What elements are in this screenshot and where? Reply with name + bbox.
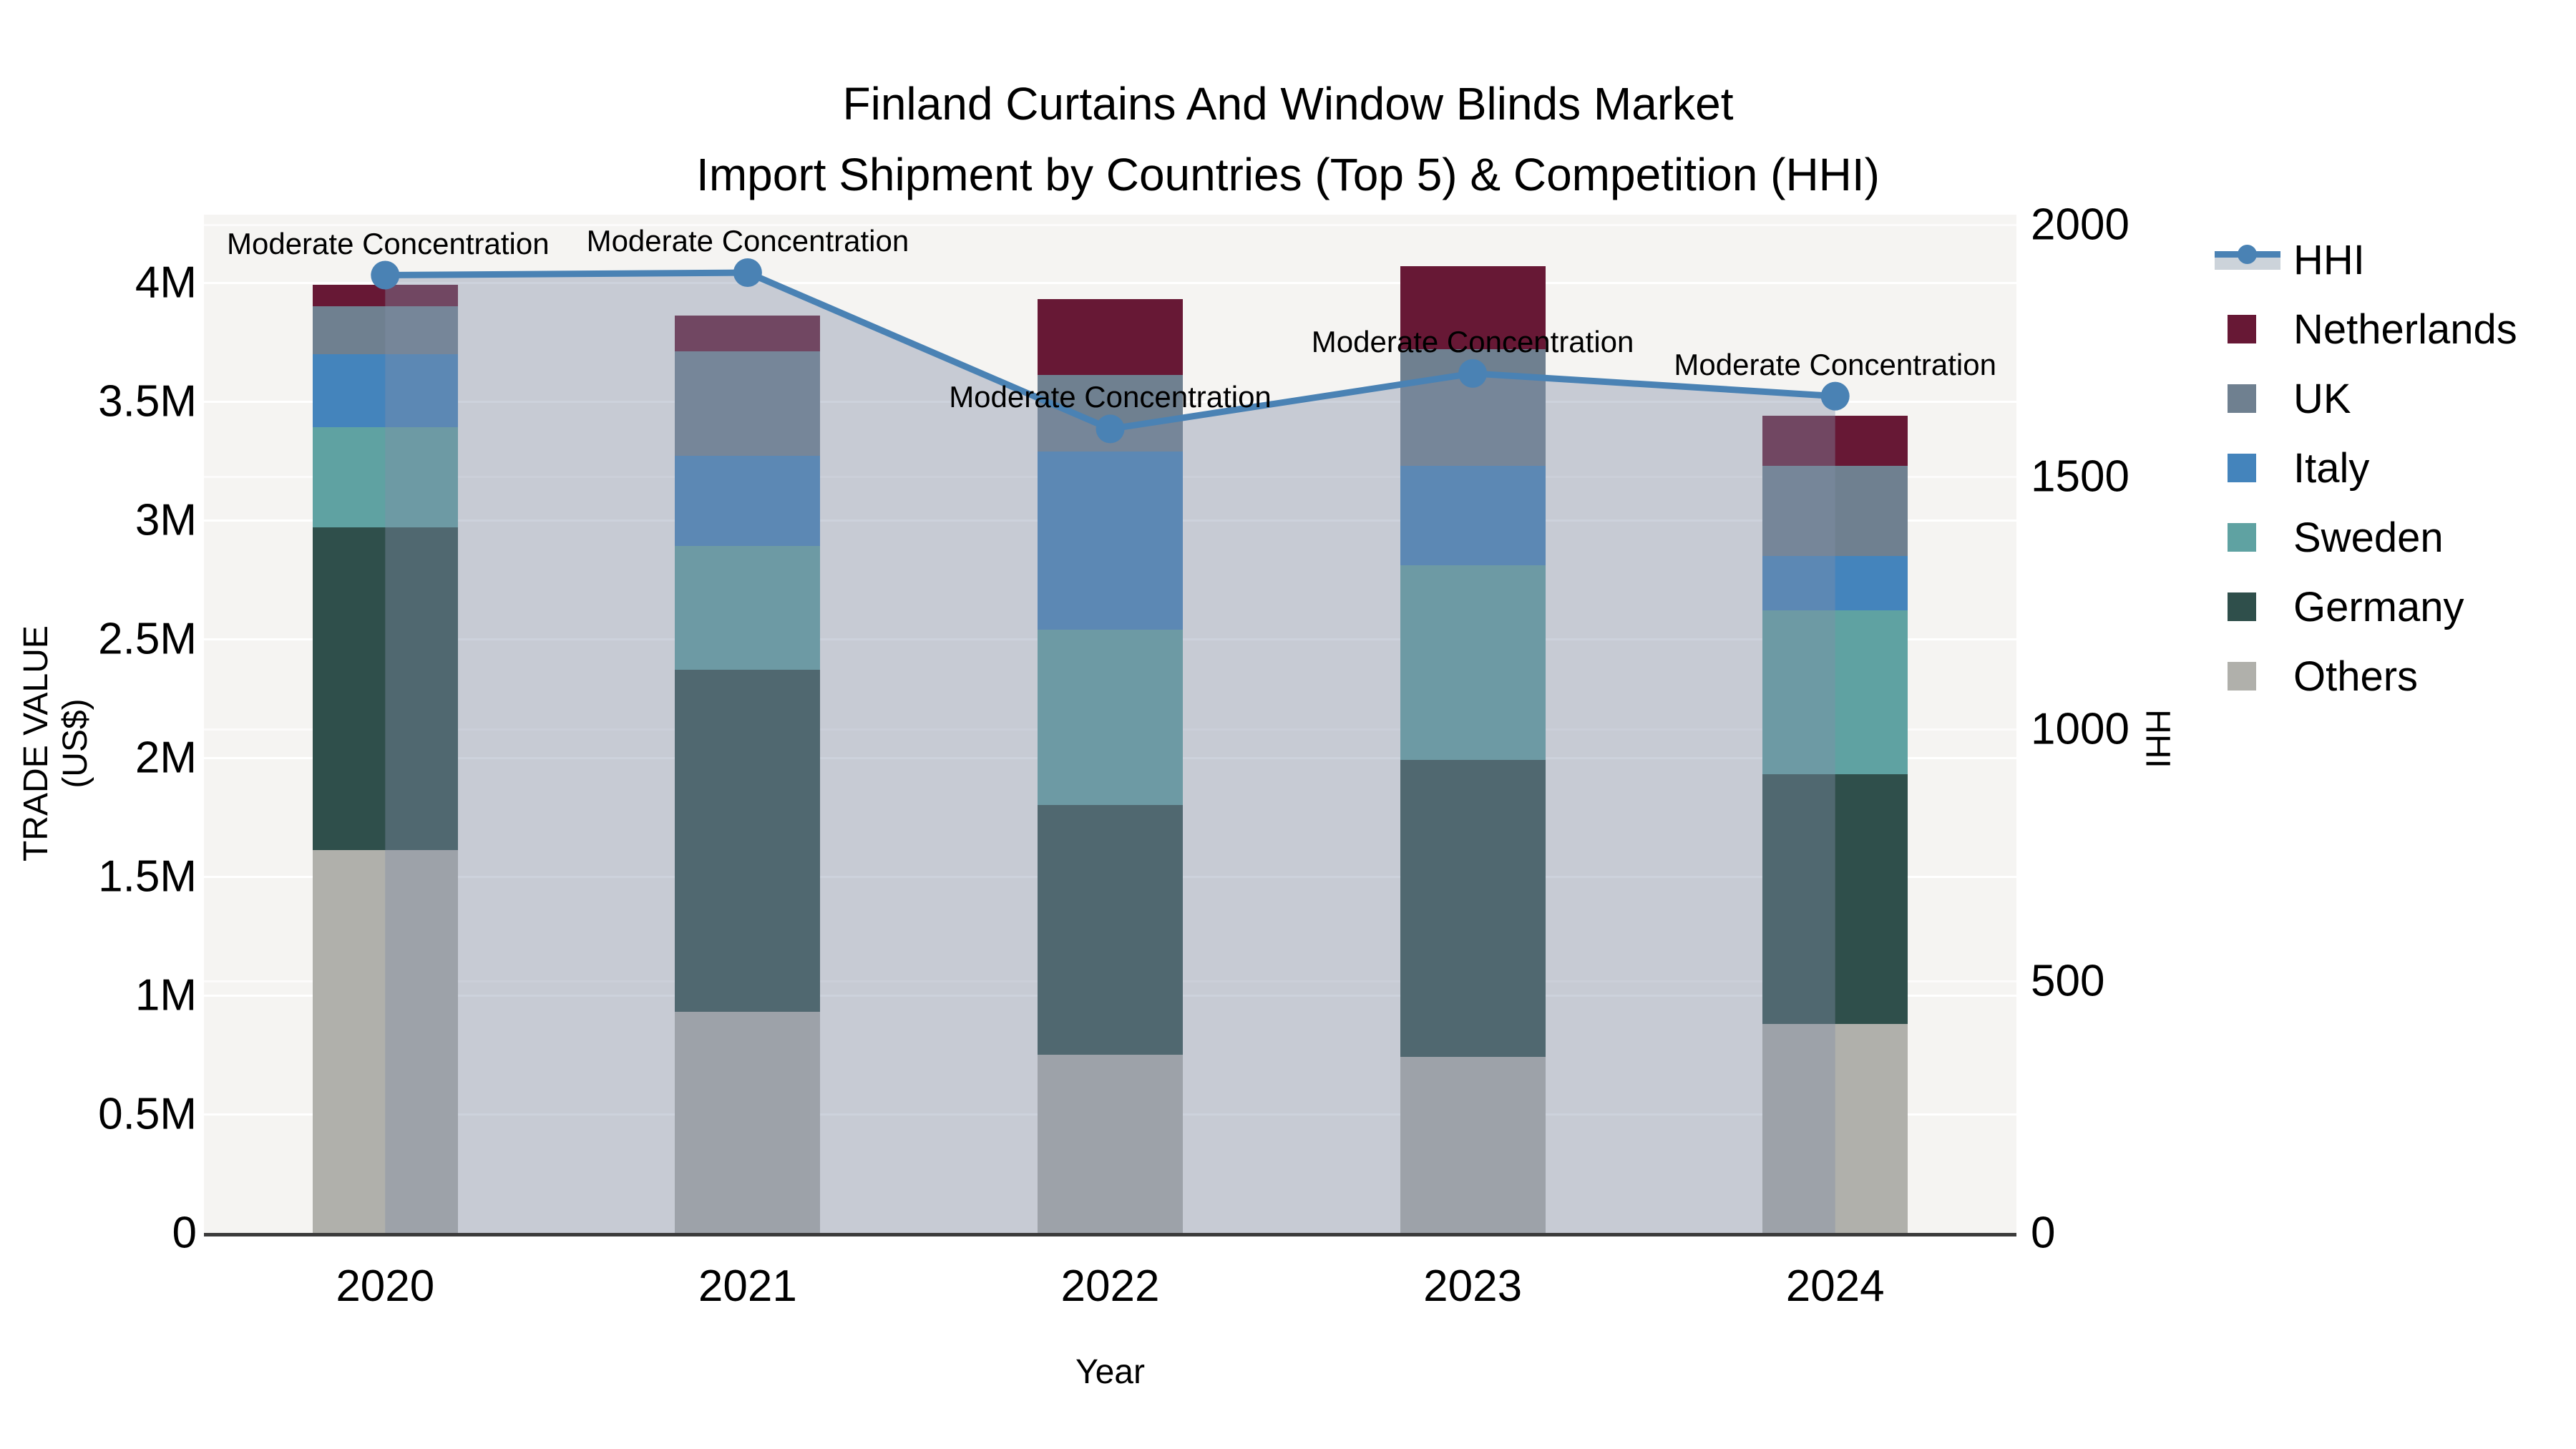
y-left-tick-3.5M: 3.5M bbox=[98, 376, 197, 426]
bar-segment-others-2021[interactable] bbox=[675, 1012, 821, 1233]
bar-segment-sweden-2020[interactable] bbox=[312, 427, 458, 527]
y-left-tick-2M: 2M bbox=[135, 733, 197, 783]
legend-swatch-netherlands bbox=[2228, 315, 2256, 343]
hhi-marker-2021[interactable] bbox=[733, 258, 762, 288]
bar-segment-italy-2020[interactable] bbox=[312, 353, 458, 428]
bar-segment-sweden-2023[interactable] bbox=[1400, 565, 1546, 761]
hhi-marker-2024[interactable] bbox=[1820, 381, 1850, 411]
x-tick-2024: 2024 bbox=[1785, 1262, 1885, 1311]
bar-segment-others-2022[interactable] bbox=[1038, 1054, 1183, 1233]
x-tick-2021: 2021 bbox=[698, 1262, 797, 1311]
bar-segment-germany-2020[interactable] bbox=[312, 527, 458, 851]
x-axis-title: Year bbox=[1075, 1353, 1145, 1391]
annotation-2023: Moderate Concentration bbox=[1311, 324, 1634, 358]
y-right-tick-1000: 1000 bbox=[2031, 704, 2129, 754]
bar-segment-netherlands-2023[interactable] bbox=[1400, 265, 1546, 349]
annotation-2022: Moderate Concentration bbox=[949, 380, 1272, 414]
legend-label-italy: Italy bbox=[2293, 444, 2370, 492]
legend-label-netherlands: Netherlands bbox=[2293, 306, 2517, 353]
bar-segment-germany-2024[interactable] bbox=[1762, 774, 1908, 1024]
bar-segment-netherlands-2022[interactable] bbox=[1038, 299, 1183, 376]
legend-swatch-germany bbox=[2228, 592, 2256, 621]
bar-segment-others-2024[interactable] bbox=[1762, 1023, 1908, 1233]
y-right-tick-1500: 1500 bbox=[2031, 452, 2129, 502]
y-axis-left-title: TRADE VALUE (US$) bbox=[17, 625, 94, 862]
annotation-2024: Moderate Concentration bbox=[1674, 347, 1996, 381]
legend-label-hhi: HHI bbox=[2293, 236, 2365, 283]
legend-item-italy[interactable]: Italy bbox=[2204, 434, 2576, 502]
hhi-overlay bbox=[371, 258, 1850, 1233]
legend-label-sweden: Sweden bbox=[2293, 514, 2444, 561]
chart-title: Finland Curtains And Window Blinds Marke… bbox=[0, 69, 2576, 210]
bar-segment-germany-2022[interactable] bbox=[1038, 805, 1183, 1055]
hhi-area-fill bbox=[385, 273, 1835, 1233]
annotation-2020: Moderate Concentration bbox=[226, 226, 550, 260]
legend-swatch-uk bbox=[2228, 384, 2256, 413]
bar-segment-germany-2021[interactable] bbox=[675, 670, 821, 1013]
y-axis-right-title: HHI bbox=[2138, 709, 2177, 769]
y-left-tick-1M: 1M bbox=[135, 970, 197, 1020]
legend-item-germany[interactable]: Germany bbox=[2204, 572, 2576, 641]
legend-item-hhi[interactable]: HHI bbox=[2204, 225, 2576, 294]
bar-segment-others-2020[interactable] bbox=[312, 850, 458, 1233]
hhi-marker-swatch bbox=[2238, 245, 2257, 264]
legend-swatch-italy bbox=[2228, 454, 2256, 482]
legend-item-others[interactable]: Others bbox=[2204, 642, 2576, 711]
bar-segment-sweden-2022[interactable] bbox=[1038, 629, 1183, 806]
gridline-hhi-2000 bbox=[204, 224, 2016, 227]
annotation-2021: Moderate Concentration bbox=[586, 224, 909, 258]
chart-title-line1: Finland Curtains And Window Blinds Marke… bbox=[842, 78, 1734, 130]
y-left-tick-1.5M: 1.5M bbox=[98, 852, 197, 902]
gridline-trade-4M bbox=[204, 281, 2016, 284]
bar-segment-italy-2021[interactable] bbox=[675, 456, 821, 547]
y-right-tick-0: 0 bbox=[2031, 1208, 2056, 1258]
legend-swatch-others bbox=[2228, 662, 2256, 691]
y-right-tick-500: 500 bbox=[2031, 956, 2105, 1006]
legend-label-others: Others bbox=[2293, 653, 2419, 700]
y-right-tick-2000: 2000 bbox=[2031, 200, 2129, 250]
legend-label-uk: UK bbox=[2293, 375, 2351, 422]
legend-item-uk[interactable]: UK bbox=[2204, 364, 2576, 433]
legend-item-sweden[interactable]: Sweden bbox=[2204, 503, 2576, 572]
y-left-tick-0: 0 bbox=[172, 1208, 197, 1258]
bar-segment-uk-2020[interactable] bbox=[312, 306, 458, 354]
bar-segment-others-2023[interactable] bbox=[1400, 1057, 1546, 1233]
hhi-line-sample-icon bbox=[2215, 245, 2280, 274]
bar-segment-sweden-2021[interactable] bbox=[675, 546, 821, 670]
bar-segment-uk-2024[interactable] bbox=[1762, 465, 1908, 556]
plot-area bbox=[204, 215, 2016, 1233]
y-left-tick-0.5M: 0.5M bbox=[98, 1089, 197, 1139]
bar-segment-italy-2024[interactable] bbox=[1762, 555, 1908, 611]
y-left-tick-4M: 4M bbox=[135, 258, 197, 308]
hhi-marker-2020[interactable] bbox=[371, 260, 400, 290]
legend-item-netherlands[interactable]: Netherlands bbox=[2204, 295, 2576, 364]
bar-segment-italy-2022[interactable] bbox=[1038, 451, 1183, 630]
bar-segment-germany-2023[interactable] bbox=[1400, 760, 1546, 1058]
legend-swatch-sweden bbox=[2228, 523, 2256, 552]
y-left-tick-2.5M: 2.5M bbox=[98, 614, 197, 664]
bar-segment-uk-2021[interactable] bbox=[675, 351, 821, 457]
y-left-tick-3M: 3M bbox=[135, 495, 197, 545]
bar-segment-netherlands-2021[interactable] bbox=[675, 316, 821, 352]
x-tick-2022: 2022 bbox=[1060, 1262, 1160, 1311]
x-axis-line bbox=[204, 1233, 2016, 1236]
x-tick-2023: 2023 bbox=[1423, 1262, 1523, 1311]
chart-title-line2: Import Shipment by Countries (Top 5) & C… bbox=[696, 149, 1880, 200]
bar-segment-netherlands-2024[interactable] bbox=[1762, 415, 1908, 466]
x-tick-2020: 2020 bbox=[336, 1262, 435, 1311]
hhi-marker-2023[interactable] bbox=[1458, 358, 1488, 388]
hhi-marker-2022[interactable] bbox=[1096, 414, 1125, 444]
legend-label-germany: Germany bbox=[2293, 583, 2464, 630]
bar-segment-italy-2023[interactable] bbox=[1400, 465, 1546, 566]
bar-segment-sweden-2024[interactable] bbox=[1762, 610, 1908, 775]
